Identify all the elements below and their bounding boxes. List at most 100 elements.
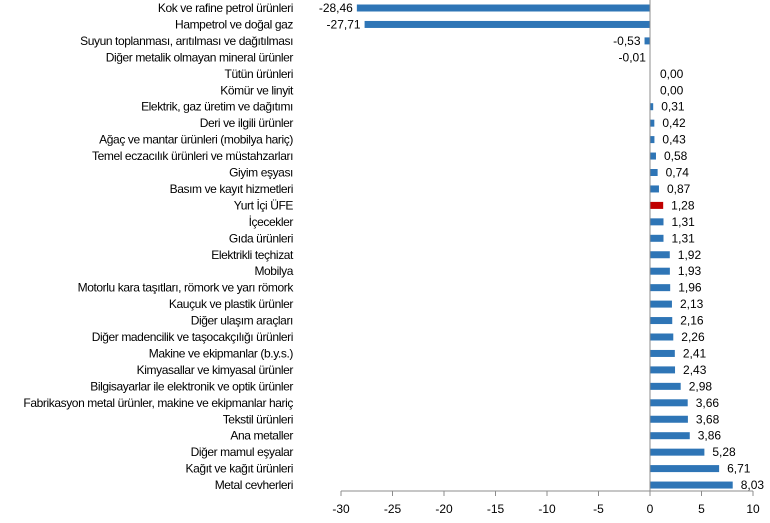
- category-label: Kok ve rafine petrol ürünleri: [158, 1, 293, 15]
- category-label: Gıda ürünleri: [229, 231, 293, 245]
- bar: [650, 366, 676, 374]
- data-label: 0,43: [662, 133, 686, 147]
- bar: [650, 465, 720, 473]
- category-label: Ağaç ve mantar ürünleri (mobilya hariç): [99, 133, 293, 147]
- bar: [364, 20, 650, 28]
- data-label: 3,68: [696, 412, 720, 426]
- data-label: 3,86: [698, 429, 722, 443]
- data-label: 6,71: [727, 462, 751, 476]
- data-label: -28,46: [319, 1, 353, 15]
- data-label: 2,16: [680, 314, 704, 328]
- x-tick-label: -25: [384, 502, 402, 516]
- data-label: 0,58: [664, 149, 688, 163]
- bar: [650, 300, 672, 308]
- bar: [650, 185, 659, 193]
- bar: [650, 284, 671, 292]
- category-label: Elektrik, gaz üretim ve dağıtımı: [141, 100, 293, 114]
- x-tick-label: -15: [487, 502, 505, 516]
- category-label: Metal cevherleri: [215, 478, 293, 492]
- data-label: 0,42: [662, 116, 686, 130]
- x-tick-label: -10: [538, 502, 556, 516]
- bar: [650, 349, 675, 357]
- bar: [650, 103, 654, 111]
- bar: [356, 4, 650, 12]
- x-tick-label: 5: [698, 502, 705, 516]
- category-label: Hampetrol ve doğal gaz: [175, 17, 293, 31]
- data-label: -0,01: [619, 50, 647, 64]
- data-label: 0,31: [661, 100, 685, 114]
- category-label: Motorlu kara taşıtları, römork ve yarı r…: [78, 281, 295, 295]
- x-tick-label: 10: [746, 502, 760, 516]
- value-labels: -28,46 -27,71 -0,53 -0,01 0,00 0,00 0,31 0,42 0,…: [319, 1, 765, 492]
- category-label: Diğer ulaşım araçları: [191, 314, 293, 328]
- bar: [644, 37, 650, 45]
- bar: [650, 317, 673, 325]
- data-label: 5,28: [712, 445, 736, 459]
- category-label: Kauçuk ve plastik ürünler: [169, 297, 293, 311]
- bar: [650, 152, 656, 160]
- x-axis-ticks: -30 -25 -20 -15 -10 -5 0 5 10: [332, 491, 760, 516]
- category-label: İçecekler: [249, 215, 294, 229]
- bar: [650, 136, 655, 144]
- bar: [650, 399, 688, 407]
- data-label: 2,43: [683, 363, 707, 377]
- category-label: Mobilya: [254, 264, 293, 278]
- bar: [650, 333, 674, 341]
- data-label: 2,98: [689, 379, 713, 393]
- category-label: Makine ve ekipmanlar (b.y.s.): [149, 346, 294, 360]
- category-label: Tütün ürünleri: [225, 67, 293, 81]
- x-tick-label: 0: [647, 502, 654, 516]
- data-label: 1,96: [678, 281, 702, 295]
- category-label: Fabrikasyon metal ürünler, makine ve eki…: [23, 396, 293, 410]
- category-label: Ana metaller: [230, 429, 293, 443]
- category-label: Basım ve kayıt hizmetleri: [170, 182, 293, 196]
- data-label: 1,28: [671, 198, 695, 212]
- category-label: Kağıt ve kağıt ürünleri: [185, 462, 293, 476]
- category-label: Yurt İçi ÜFE: [234, 198, 294, 212]
- data-label: 0,87: [667, 182, 691, 196]
- category-label: Giyim eşyası: [229, 166, 293, 180]
- category-label: Bilgisayarlar ile elektronik ve optik ür…: [90, 379, 293, 393]
- data-label: 2,41: [683, 346, 707, 360]
- bar: [650, 234, 664, 242]
- category-label: Diğer mamul eşyalar: [191, 445, 294, 459]
- category-label: Kimyasallar ve kimyasal ürünler: [137, 363, 294, 377]
- bar: [650, 119, 655, 127]
- bar: [650, 267, 670, 275]
- x-tick-label: -20: [435, 502, 453, 516]
- bar: [650, 415, 688, 423]
- bar: [650, 382, 681, 390]
- category-label: Temel eczacılık ürünleri ve müstahzarlar…: [92, 149, 293, 163]
- data-label: 0,00: [660, 83, 684, 97]
- data-label: 2,26: [681, 330, 705, 344]
- data-label: 1,31: [671, 231, 695, 245]
- bar: [650, 169, 658, 176]
- data-label: 3,66: [696, 396, 720, 410]
- category-label: Deri ve ilgili ürünler: [200, 116, 294, 130]
- category-label: Diğer metalik olmayan mineral ürünler: [106, 50, 294, 64]
- bar: [650, 201, 664, 209]
- bar: [650, 448, 705, 456]
- category-label: Kömür ve linyit: [220, 83, 294, 97]
- bar: [650, 481, 733, 489]
- data-label: 0,00: [660, 67, 684, 81]
- category-label: Elektrikli teçhizat: [211, 248, 294, 262]
- category-label: Diğer madencilik ve taşocakçılığı ürünle…: [92, 330, 293, 344]
- data-label: 1,92: [678, 248, 702, 262]
- data-label: 8,03: [741, 478, 765, 492]
- bar: [650, 218, 664, 226]
- bars: [356, 4, 733, 489]
- category-label: Tekstil ürünleri: [223, 412, 293, 426]
- data-label: 1,93: [678, 264, 702, 278]
- x-tick-label: -30: [332, 502, 350, 516]
- category-label: Suyun toplanması, arıtılması ve dağıtılm…: [80, 34, 293, 48]
- data-label: 0,74: [666, 166, 690, 180]
- data-label: -27,71: [327, 17, 361, 31]
- bar: [650, 251, 670, 259]
- data-label: 1,31: [671, 215, 695, 229]
- category-labels: Kok ve rafine petrol ürünleri Hampetrol v…: [23, 1, 294, 492]
- data-label: -0,53: [613, 34, 641, 48]
- data-label: 2,13: [680, 297, 704, 311]
- bar: [650, 432, 690, 440]
